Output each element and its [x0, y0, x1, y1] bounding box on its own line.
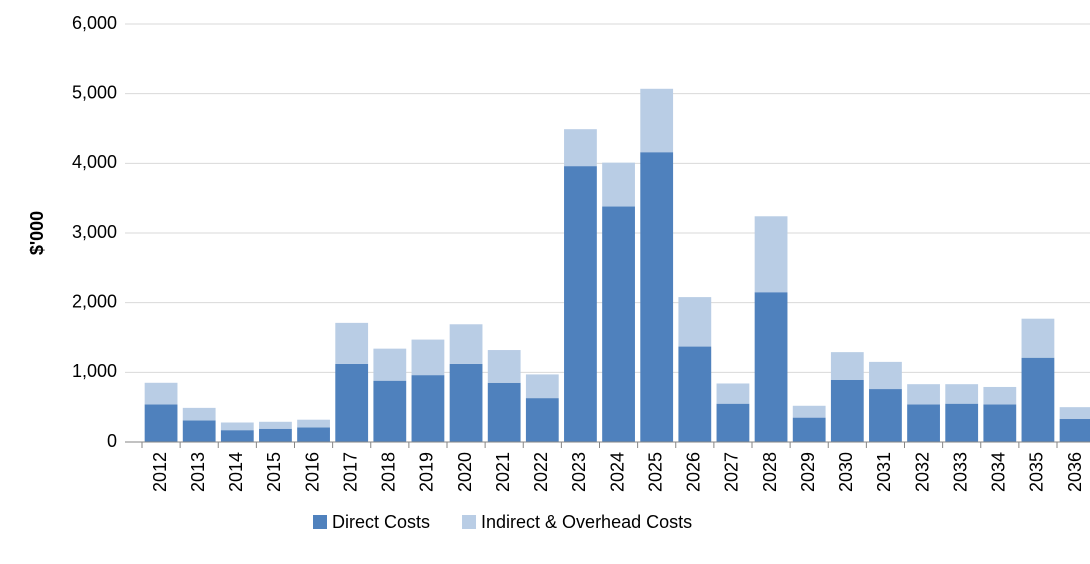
x-tick-label: 2026	[684, 452, 704, 492]
x-tick-label: 2014	[226, 452, 246, 492]
x-tick-label: 2019	[417, 452, 437, 492]
bar-segment	[259, 421, 292, 429]
bar-segment	[449, 363, 483, 442]
legend-label: Indirect & Overhead Costs	[481, 512, 692, 532]
bar-segment	[220, 422, 254, 431]
bar-segment	[144, 404, 178, 442]
bar-segment	[869, 361, 902, 390]
x-tick-label: 2034	[989, 452, 1009, 492]
bar-segment	[335, 363, 369, 442]
bar-segment	[716, 383, 750, 404]
y-tick-label: 2,000	[72, 291, 117, 311]
x-tick-label: 2013	[188, 452, 208, 492]
bar-segment	[602, 162, 635, 207]
y-tick-label: 6,000	[72, 13, 117, 33]
bar-segment	[564, 129, 597, 167]
x-tick-label: 2020	[455, 452, 475, 492]
bar-segment	[411, 375, 445, 442]
x-tick-label: 2015	[264, 452, 284, 492]
bar-segment	[830, 379, 864, 442]
x-tick-label: 2023	[569, 452, 589, 492]
x-tick-label: 2024	[607, 452, 627, 492]
bar-segment	[182, 420, 216, 442]
x-tick-label: 2027	[722, 452, 742, 492]
x-tick-label: 2016	[302, 452, 322, 492]
bar-segment	[983, 386, 1017, 405]
legend-label: Direct Costs	[332, 512, 430, 532]
bar-segment	[411, 339, 445, 376]
bar-segment	[487, 350, 521, 383]
x-tick-label: 2032	[912, 452, 932, 492]
bar-segment	[1021, 357, 1055, 442]
bar-segment	[716, 403, 750, 442]
bar-segment	[945, 403, 979, 442]
bar-segment	[1059, 419, 1090, 442]
bar-segment	[144, 382, 178, 405]
bar-segment	[449, 324, 483, 364]
bar-segment	[373, 348, 407, 381]
x-tick-label: 2021	[493, 452, 513, 492]
bar-segment	[945, 384, 979, 404]
bar-segment	[792, 405, 826, 418]
y-tick-label: 1,000	[72, 361, 117, 381]
bar-segment	[297, 427, 330, 442]
bar-segment	[602, 206, 635, 442]
bar-segment	[983, 404, 1017, 442]
bar-segment	[830, 352, 864, 380]
bar-segment	[525, 374, 559, 399]
legend-swatch	[462, 515, 477, 529]
y-tick-label: 0	[107, 431, 117, 451]
bar-segment	[297, 419, 330, 428]
bar-segment	[487, 382, 521, 442]
bar-segment	[678, 297, 712, 347]
bar-segment	[869, 389, 902, 442]
bar-segment	[640, 152, 674, 443]
x-tick-label: 2030	[836, 452, 856, 492]
bar-segment	[259, 428, 292, 442]
x-tick-label: 2018	[379, 452, 399, 492]
bar-segment	[335, 322, 369, 364]
bar-segment	[640, 88, 674, 153]
bar-segment	[1059, 407, 1090, 420]
bar-segment	[754, 292, 788, 442]
x-tick-label: 2035	[1027, 452, 1047, 492]
bar-segment	[907, 404, 940, 442]
y-tick-label: 5,000	[72, 82, 117, 102]
bar-segment	[182, 407, 216, 421]
x-tick-label: 2017	[340, 452, 360, 492]
bar-segment	[525, 398, 559, 442]
bar-segment	[907, 384, 940, 405]
x-tick-label: 2028	[760, 452, 780, 492]
bar-segment	[792, 417, 826, 442]
legend-swatch	[313, 515, 327, 529]
bar-segment	[1021, 318, 1055, 358]
x-tick-label: 2031	[874, 452, 894, 492]
x-tick-label: 2036	[1065, 452, 1085, 492]
bar-segment	[564, 166, 597, 442]
y-tick-label: 3,000	[72, 222, 117, 242]
x-tick-label: 2029	[798, 452, 818, 492]
bar-segment	[678, 346, 712, 442]
x-tick-label: 2012	[150, 452, 170, 492]
bar-segment	[754, 216, 788, 293]
x-tick-label: 2025	[645, 452, 665, 492]
x-tick-label: 2022	[531, 452, 551, 492]
y-axis-label: $'000	[27, 211, 47, 255]
bar-segment	[220, 430, 254, 442]
x-tick-label: 2033	[950, 452, 970, 492]
y-tick-label: 4,000	[72, 152, 117, 172]
bar-segment	[373, 380, 407, 442]
